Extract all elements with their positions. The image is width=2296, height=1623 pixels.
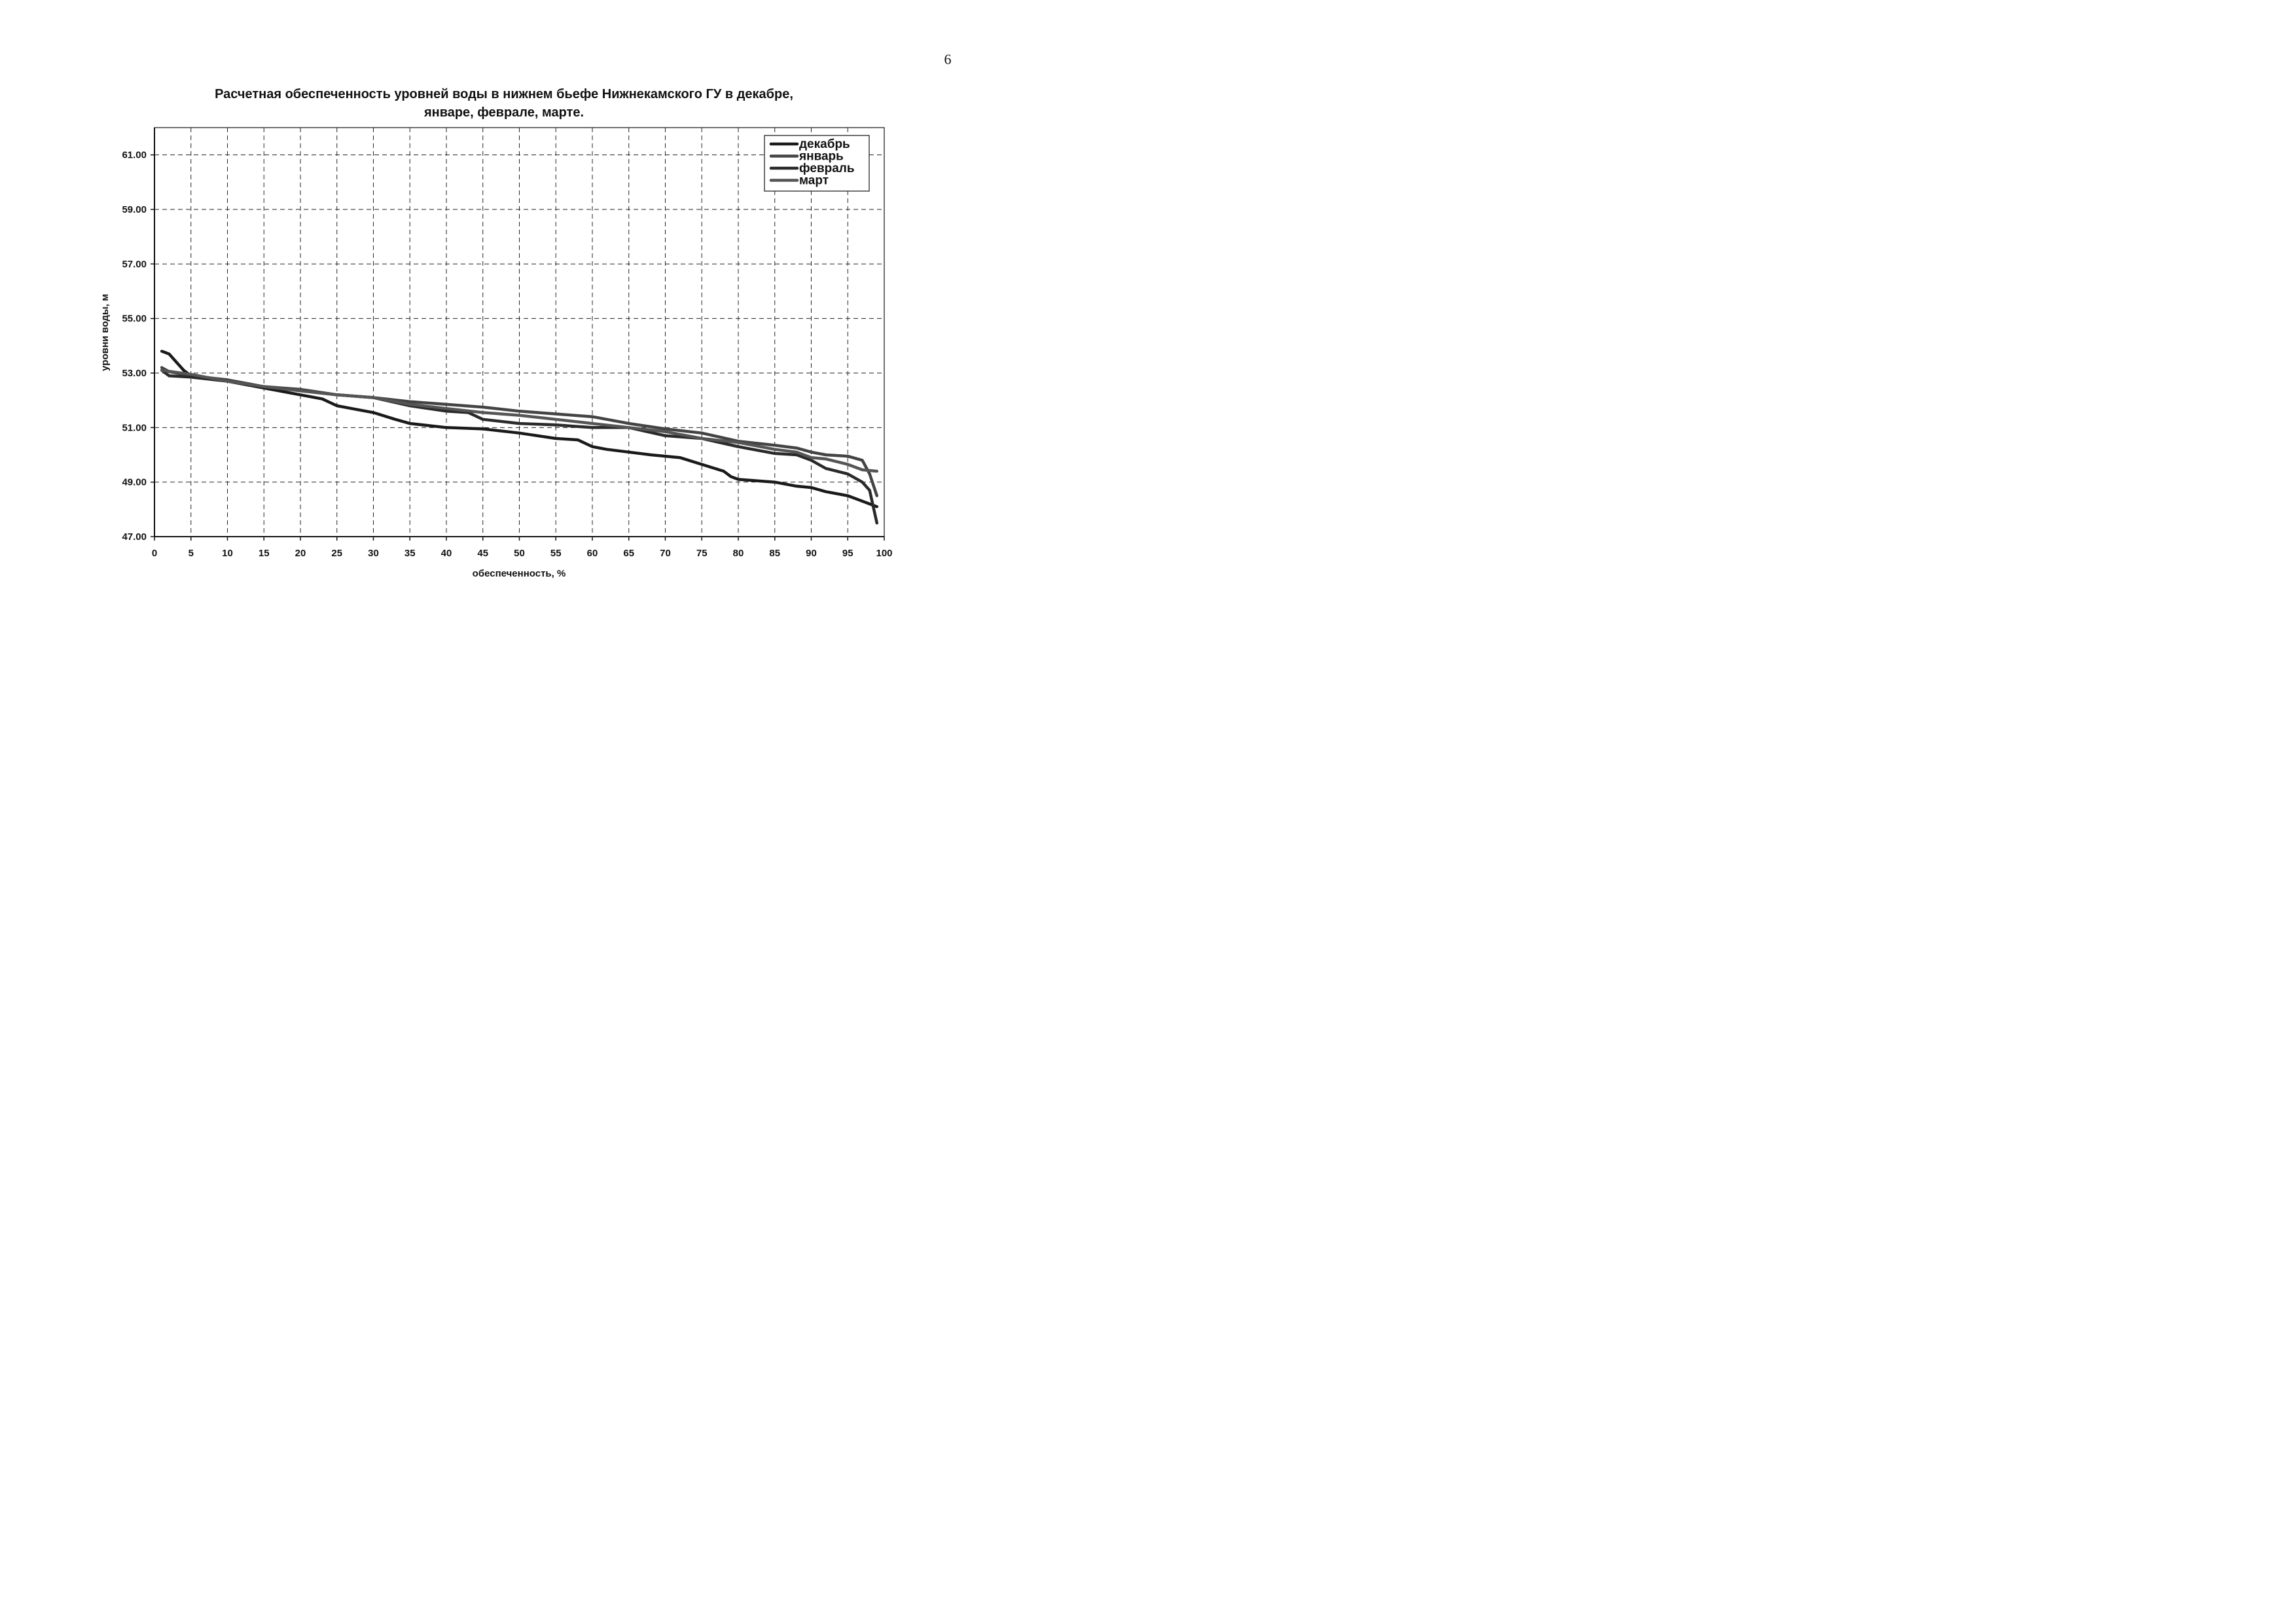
x-tick-label: 95	[842, 548, 853, 559]
x-tick-label: 90	[806, 548, 817, 559]
x-tick-label: 100	[876, 548, 892, 559]
x-tick-label: 15	[259, 548, 270, 559]
x-tick-label: 80	[733, 548, 744, 559]
ticks: 0 5 10 15 20 25 30 35 40 45 50 55 60 65 70 75 80 85 90 95 10…	[122, 150, 892, 559]
x-tick-label: 70	[660, 548, 671, 559]
y-axis-title: уровни воды, м	[99, 294, 111, 371]
x-tick-label: 30	[368, 548, 379, 559]
x-tick-label: 10	[222, 548, 233, 559]
legend-label-4: март	[799, 174, 829, 188]
x-tick-label: 20	[295, 548, 306, 559]
x-tick-label: 50	[514, 548, 525, 559]
grid	[154, 128, 884, 537]
x-tick-label: 35	[404, 548, 416, 559]
x-tick-label: 5	[188, 548, 194, 559]
x-tick-label: 40	[441, 548, 452, 559]
x-tick-label: 75	[696, 548, 708, 559]
y-tick-label: 49.00	[122, 477, 147, 488]
series-line-4	[160, 368, 879, 473]
series-lines	[160, 349, 879, 525]
x-tick-label: 25	[331, 548, 342, 559]
x-tick-label: 0	[152, 548, 157, 559]
x-tick-label: 60	[587, 548, 598, 559]
legend-label-3: февраль	[799, 162, 855, 175]
y-tick-label: 59.00	[122, 204, 147, 215]
water-level-chart: 0 5 10 15 20 25 30 35 40 45 50 55 60 65 70 75 80 85 90 95 10…	[99, 127, 893, 579]
x-tick-label: 45	[477, 548, 488, 559]
page-number: 6	[944, 51, 952, 67]
chart-title-line-2: январе, феврале, марте.	[423, 105, 584, 120]
x-axis-title: обеспеченность, %	[473, 568, 566, 579]
y-tick-label: 51.00	[122, 422, 147, 433]
y-tick-label: 61.00	[122, 150, 147, 161]
x-tick-label: 55	[550, 548, 562, 559]
y-tick-label: 57.00	[122, 259, 147, 270]
legend-label-1: декабрь	[799, 137, 850, 151]
y-tick-label: 53.00	[122, 368, 147, 379]
chart-title-line-1: Расчетная обеспеченность уровней воды в …	[215, 87, 793, 101]
y-tick-label: 55.00	[122, 313, 147, 325]
legend-label-2: январь	[798, 150, 844, 164]
x-tick-label: 65	[623, 548, 634, 559]
x-tick-label: 85	[769, 548, 780, 559]
y-tick-label: 47.00	[122, 531, 147, 543]
chart-title: Расчетная обеспеченность уровней воды в …	[164, 85, 844, 122]
